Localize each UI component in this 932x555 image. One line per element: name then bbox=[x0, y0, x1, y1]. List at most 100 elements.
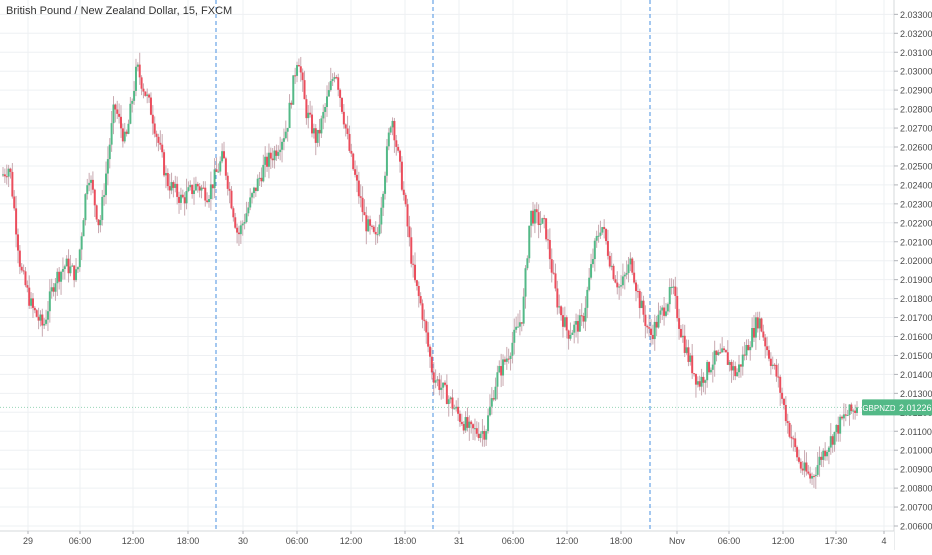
candle-body bbox=[56, 271, 59, 284]
candle-body bbox=[786, 421, 789, 423]
candle-body bbox=[149, 97, 152, 115]
candle-body bbox=[797, 457, 800, 462]
candle-body bbox=[814, 474, 817, 477]
candle-body bbox=[88, 182, 91, 186]
candle-body bbox=[610, 265, 613, 267]
candle-body bbox=[110, 123, 113, 145]
candle-body bbox=[134, 66, 137, 91]
candle-body bbox=[563, 317, 566, 327]
candle-body bbox=[518, 322, 521, 327]
candle-body bbox=[370, 225, 373, 227]
price-tick-label: 2.01300 bbox=[900, 389, 932, 399]
candle-body bbox=[136, 64, 139, 67]
candle-body bbox=[380, 207, 383, 225]
candle-body bbox=[226, 175, 229, 189]
candle-body bbox=[477, 433, 480, 439]
candle-body bbox=[228, 188, 231, 191]
candle-body bbox=[267, 152, 270, 167]
candle-body bbox=[112, 104, 115, 124]
candle-body bbox=[279, 149, 282, 153]
candle-body bbox=[827, 447, 830, 452]
candle-body bbox=[264, 156, 267, 165]
time-tick-label: 17:30 bbox=[825, 536, 848, 546]
candle-body bbox=[533, 209, 536, 224]
candle-body bbox=[256, 178, 259, 191]
candle-body bbox=[118, 113, 121, 117]
candle-body bbox=[685, 347, 688, 353]
candle-body bbox=[266, 156, 269, 167]
candle-body bbox=[11, 171, 14, 197]
candle-body bbox=[517, 326, 520, 328]
candle-body bbox=[526, 258, 529, 269]
candle-body bbox=[309, 112, 312, 115]
candle-body bbox=[670, 286, 673, 288]
candle-body bbox=[144, 91, 147, 96]
candle-body bbox=[657, 314, 660, 328]
candle-body bbox=[554, 273, 557, 289]
candle-body bbox=[451, 397, 454, 409]
candle-body bbox=[460, 421, 463, 425]
candle-body bbox=[159, 142, 162, 145]
candle-body bbox=[275, 150, 278, 156]
candle-body bbox=[678, 318, 681, 329]
price-tick-label: 2.02500 bbox=[900, 161, 932, 171]
candle-body bbox=[752, 327, 755, 338]
candle-body bbox=[221, 151, 224, 162]
candle-body bbox=[779, 376, 782, 393]
candle-body bbox=[292, 75, 295, 105]
candle-body bbox=[155, 133, 158, 137]
price-axis[interactable] bbox=[894, 0, 932, 550]
candle-body bbox=[239, 225, 242, 235]
candle-body bbox=[769, 358, 772, 366]
candle-body bbox=[290, 102, 293, 105]
candle-body bbox=[24, 271, 27, 286]
candle-body bbox=[674, 286, 677, 296]
candle-body bbox=[206, 200, 209, 203]
candle-body bbox=[232, 208, 235, 218]
candle-body bbox=[586, 289, 589, 308]
candle-body bbox=[803, 462, 806, 471]
candle-body bbox=[470, 421, 473, 425]
symbol-badge-label: GBPNZD bbox=[862, 404, 896, 413]
candle-body bbox=[170, 182, 173, 191]
candle-body bbox=[713, 350, 716, 365]
candle-body bbox=[633, 272, 636, 283]
price-tick-label: 2.02400 bbox=[900, 180, 932, 190]
chart-title: British Pound / New Zealand Dollar, 15, … bbox=[6, 5, 233, 17]
candle-body bbox=[556, 288, 559, 308]
candle-body bbox=[269, 152, 272, 159]
candle-body bbox=[627, 264, 630, 274]
candle-body bbox=[387, 132, 390, 147]
candle-body bbox=[114, 104, 117, 110]
candle-body bbox=[350, 150, 353, 154]
candle-body bbox=[856, 407, 858, 413]
candle-body bbox=[417, 285, 420, 297]
candle-body bbox=[580, 315, 583, 317]
candle-body bbox=[711, 364, 714, 370]
candle-body bbox=[33, 307, 36, 311]
candle-body bbox=[39, 314, 42, 321]
candle-body bbox=[726, 352, 729, 365]
candle-body bbox=[58, 271, 61, 282]
time-axis[interactable] bbox=[0, 531, 894, 550]
candle-body bbox=[322, 111, 325, 119]
candle-body bbox=[415, 280, 418, 286]
time-tick-label: 12:00 bbox=[556, 536, 579, 546]
candle-body bbox=[123, 131, 126, 142]
candle-body bbox=[541, 218, 544, 224]
candle-body bbox=[445, 384, 448, 404]
price-tick-label: 2.01400 bbox=[900, 370, 932, 380]
candle-body bbox=[539, 223, 542, 226]
candle-body bbox=[327, 90, 330, 97]
candle-body bbox=[773, 364, 776, 366]
candle-body bbox=[848, 404, 851, 416]
candle-body bbox=[395, 140, 398, 147]
candle-body bbox=[468, 421, 471, 428]
candle-body bbox=[7, 168, 10, 177]
candle-body bbox=[850, 404, 853, 412]
candle-body bbox=[760, 318, 763, 332]
candle-body bbox=[95, 205, 98, 220]
candle-body bbox=[161, 144, 164, 153]
candle-body bbox=[402, 189, 405, 195]
